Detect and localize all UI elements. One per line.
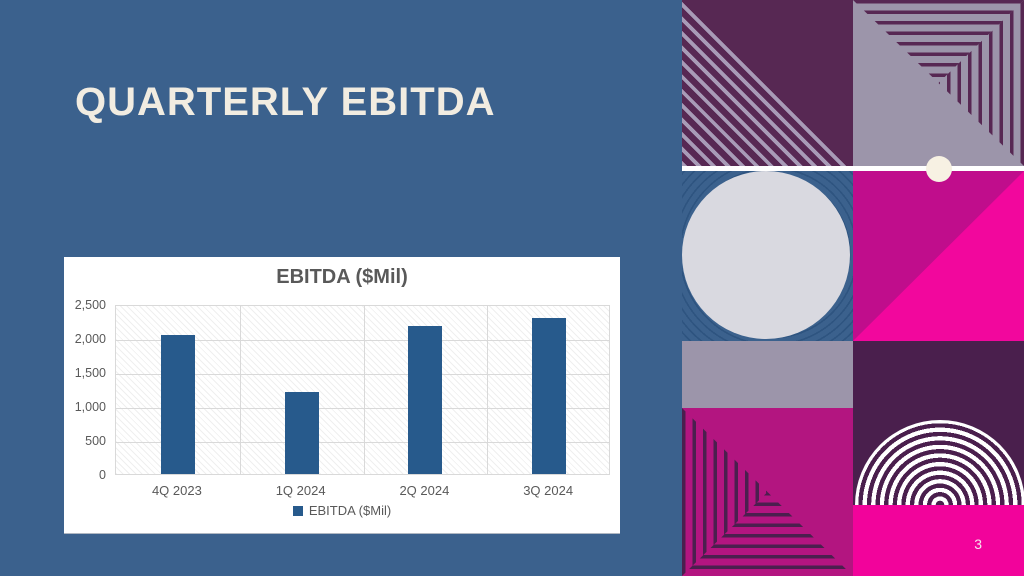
gridline xyxy=(239,306,241,474)
divider-line xyxy=(682,166,1024,171)
x-axis-label-4q-2023: 4Q 2023 xyxy=(151,483,202,498)
y-axis-tick: 2,000 xyxy=(74,332,106,346)
half-circle-shape xyxy=(682,171,850,339)
chart-legend[interactable]: EBITDA ($Mil) xyxy=(64,503,620,518)
decor-tile-nested-corner xyxy=(853,0,1024,166)
gridline xyxy=(487,306,489,474)
diagonal-stripes-pattern xyxy=(682,0,853,166)
gridline xyxy=(116,408,609,409)
decor-tile-arch xyxy=(853,341,1024,505)
y-axis-tick: 1,500 xyxy=(74,366,106,380)
page-number: 3 xyxy=(974,536,982,552)
legend-swatch-icon xyxy=(292,505,303,516)
x-axis-label-2q-2024: 2Q 2024 xyxy=(399,483,450,498)
plot-area xyxy=(115,305,610,475)
bar-1q-2024[interactable] xyxy=(284,392,319,474)
y-axis-tick: 2,500 xyxy=(74,298,106,312)
decor-tile-rings xyxy=(682,171,853,341)
y-axis-tick: 1,000 xyxy=(74,400,106,414)
chart-title: EBITDA ($Mil) xyxy=(276,266,408,288)
x-axis-label-1q-2024: 1Q 2024 xyxy=(275,483,326,498)
y-axis-tick: 500 xyxy=(85,434,106,448)
gridline xyxy=(116,374,609,375)
gridline xyxy=(116,340,609,341)
decor-tile-pink-band xyxy=(853,505,1024,576)
gridline xyxy=(116,442,609,443)
divider-dot xyxy=(926,156,952,182)
bar-3q-2024[interactable] xyxy=(532,317,567,474)
legend-label: EBITDA ($Mil) xyxy=(308,503,392,518)
y-axis-tick: 0 xyxy=(99,468,106,482)
triangle-shape xyxy=(853,171,1024,341)
bar-2q-2024[interactable] xyxy=(408,325,443,474)
gridline xyxy=(363,306,365,474)
arch-rings-pattern xyxy=(855,420,1024,505)
decor-tile-pink-triangle xyxy=(853,171,1024,341)
decor-panel: 3 xyxy=(682,0,1024,576)
ebitda-chart[interactable]: EBITDA ($Mil) EBITDA ($Mil) 0 500 1,000 1,5… xyxy=(64,257,620,534)
decor-tile-gray-band xyxy=(682,341,853,408)
x-axis-label-3q-2024: 3Q 2024 xyxy=(523,483,574,498)
decor-tile-stripes xyxy=(682,0,853,166)
bar-4q-2023[interactable] xyxy=(160,334,195,474)
page-title[interactable]: QUARTERLY EBITDA xyxy=(75,80,496,124)
decor-tile-nested-corner-magenta xyxy=(682,408,853,576)
